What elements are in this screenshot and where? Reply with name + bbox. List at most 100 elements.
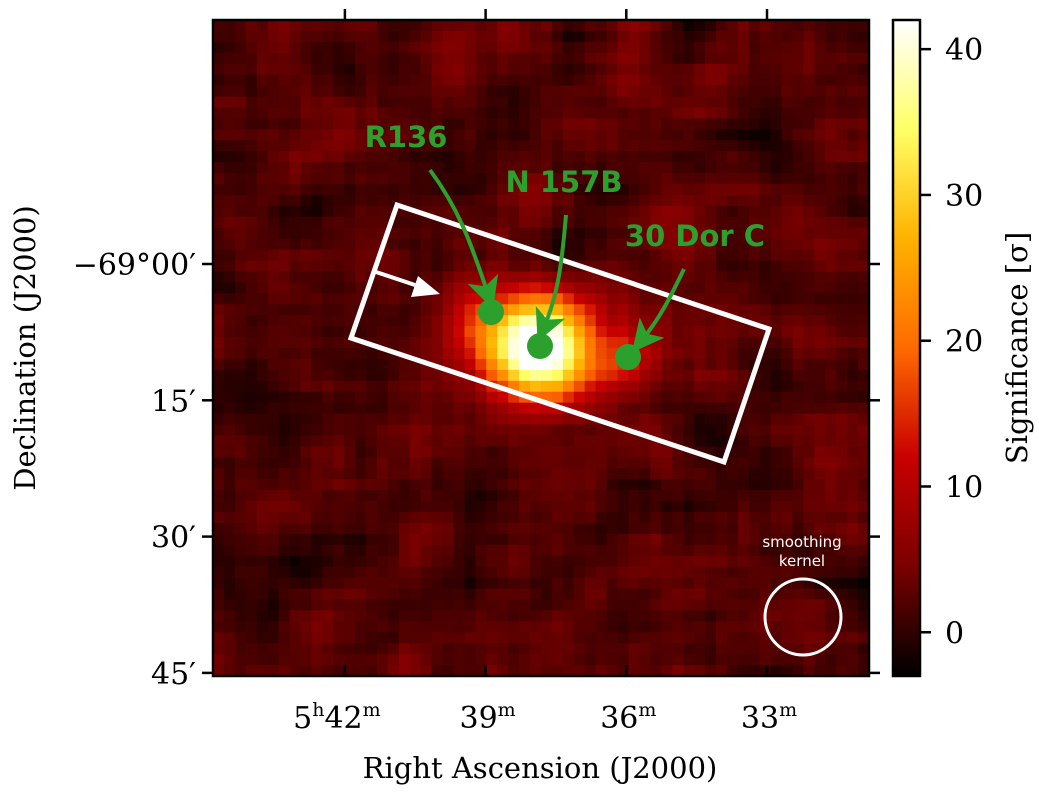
heatmap-pixel [606, 238, 619, 251]
heatmap-pixel [573, 391, 586, 404]
heatmap-pixel [267, 544, 280, 557]
heatmap-pixel [836, 129, 848, 141]
heatmap-pixel [781, 654, 794, 666]
heatmap-pixel [530, 369, 542, 382]
heatmap-pixel [858, 184, 869, 196]
heatmap-pixel [770, 665, 783, 676]
heatmap-pixel [366, 41, 378, 54]
heatmap-pixel [333, 522, 345, 535]
heatmap-pixel [748, 315, 761, 327]
heatmap-pixel [803, 30, 815, 43]
heatmap-pixel [573, 184, 586, 196]
heatmap-pixel [541, 435, 553, 447]
heatmap-pixel [584, 74, 597, 87]
heatmap-pixel [333, 555, 345, 568]
heatmap-pixel [661, 566, 673, 579]
heatmap-pixel [606, 369, 619, 382]
heatmap-pixel [223, 413, 236, 426]
heatmap-pixel [387, 249, 400, 262]
heatmap-pixel [606, 282, 619, 294]
heatmap-pixel [464, 610, 476, 622]
heatmap-pixel [584, 348, 597, 360]
heatmap-pixel [573, 446, 586, 458]
heatmap-pixel [234, 315, 247, 327]
heatmap-pixel [234, 85, 247, 98]
heatmap-pixel [694, 577, 706, 590]
heatmap-pixel [344, 479, 356, 491]
heatmap-pixel [726, 227, 739, 240]
heatmap-pixel [661, 391, 673, 404]
heatmap-pixel [300, 337, 312, 349]
heatmap-pixel [595, 512, 608, 524]
heatmap-pixel [475, 654, 487, 666]
heatmap-pixel [530, 665, 542, 676]
heatmap-pixel [661, 380, 673, 393]
heatmap-pixel [300, 216, 312, 229]
plot-frame [211, 18, 871, 678]
heatmap-pixel [759, 238, 772, 251]
heatmap-pixel [726, 30, 739, 43]
heatmap-pixel [715, 533, 728, 546]
heatmap-pixel [814, 238, 826, 251]
heatmap-pixel [366, 446, 378, 458]
heatmap-pixel [245, 194, 258, 207]
heatmap-pixel [497, 544, 509, 557]
heatmap-pixel [836, 184, 848, 196]
heatmap-pixel [715, 435, 728, 447]
heatmap-pixel [694, 194, 706, 207]
heatmap-pixel [464, 271, 476, 283]
heatmap-pixel [256, 74, 269, 87]
heatmap-pixel [497, 468, 509, 480]
heatmap-pixel [639, 544, 651, 557]
heatmap-pixel [748, 63, 761, 76]
heatmap-pixel [213, 140, 225, 152]
heatmap-pixel [223, 632, 236, 644]
heatmap-pixel [814, 566, 826, 579]
heatmap-pixel [628, 501, 640, 513]
heatmap-pixel [223, 544, 236, 557]
heatmap-pixel [519, 479, 531, 491]
heatmap-pixel [464, 621, 476, 633]
heatmap-pixel [584, 205, 597, 218]
heatmap-pixel [617, 205, 630, 218]
heatmap-pixel [781, 304, 794, 316]
heatmap-pixel [245, 522, 258, 535]
heatmap-pixel [278, 468, 291, 480]
heatmap-pixel [453, 107, 466, 119]
heatmap-pixel [519, 544, 531, 557]
heatmap-pixel [431, 544, 444, 557]
heatmap-pixel [398, 52, 411, 65]
heatmap-pixel [486, 632, 498, 644]
heatmap-pixel [617, 446, 630, 458]
heatmap-pixel [650, 599, 662, 611]
heatmap-pixel [442, 205, 455, 218]
heatmap-pixel [311, 610, 323, 622]
heatmap-pixel [223, 140, 236, 152]
heatmap-pixel [333, 479, 345, 491]
heatmap-pixel [530, 260, 542, 273]
heatmap-pixel [431, 107, 444, 119]
heatmap-pixel [464, 173, 476, 185]
heatmap-pixel [726, 566, 739, 579]
heatmap-pixel [584, 424, 597, 437]
heatmap-pixel [497, 555, 509, 568]
heatmap-pixel [694, 238, 706, 251]
heatmap-pixel [847, 151, 859, 163]
heatmap-pixel [551, 522, 564, 535]
heatmap-pixel [617, 621, 630, 633]
heatmap-pixel [814, 501, 826, 513]
heatmap-pixel [694, 227, 706, 240]
heatmap-pixel [759, 522, 772, 535]
heatmap-pixel [584, 20, 597, 32]
heatmap-pixel [595, 140, 608, 152]
heatmap-pixel [213, 118, 225, 130]
heatmap-pixel [508, 654, 520, 666]
heatmap-pixel [737, 522, 750, 535]
heatmap-pixel [683, 184, 695, 196]
heatmap-pixel [409, 107, 422, 119]
heatmap-pixel [803, 326, 815, 338]
heatmap-pixel [737, 457, 750, 469]
heatmap-pixel [562, 599, 575, 611]
heatmap-pixel [694, 249, 706, 262]
heatmap-pixel [420, 435, 433, 447]
